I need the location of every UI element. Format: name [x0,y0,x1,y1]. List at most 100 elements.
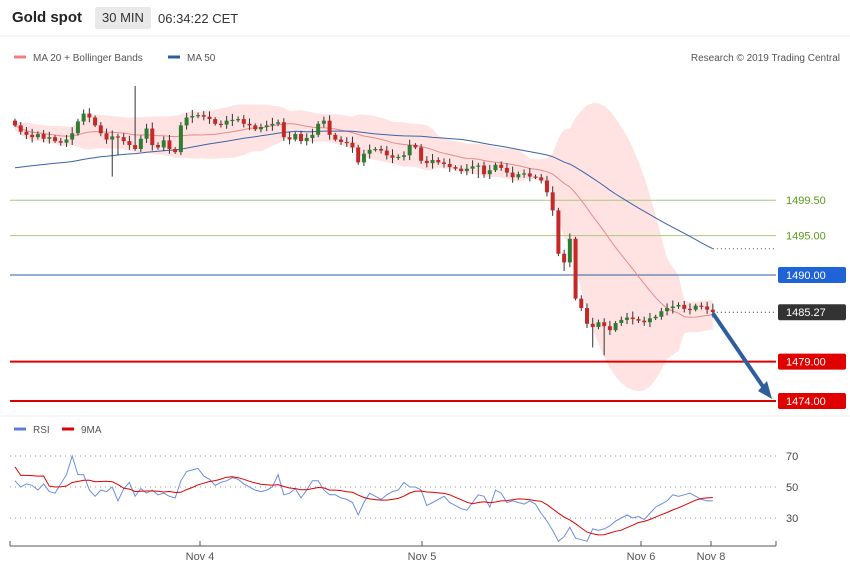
candle [401,151,406,161]
forecast-arrow [711,312,768,393]
candle [64,134,69,147]
candle [687,303,692,315]
candle [499,161,504,171]
candle [190,109,195,123]
candle [156,142,160,150]
level-label-1474.00: 1474.00 [786,396,826,408]
candle [121,133,126,145]
candle [390,149,395,164]
candle [504,163,509,177]
candle [104,128,109,144]
candle [218,120,223,128]
candle [550,186,555,216]
rsi-line [14,454,713,543]
candle [653,314,658,321]
candle [705,301,710,314]
level-tag-1490.00 [778,267,846,283]
ma50-line [14,130,714,250]
candle [276,119,281,127]
candle [642,316,647,326]
candle [253,123,258,132]
candle [75,118,80,136]
candle [636,316,641,324]
candle [676,302,681,309]
level-tag-1479.00 [778,353,846,370]
candle [556,207,561,257]
chart-header: Gold spot 30 MIN 06:34:22 CET [0,0,850,36]
candle [150,122,155,151]
candle [596,319,601,330]
candle [93,115,98,128]
candle [35,131,40,140]
candle [379,145,384,154]
candle [287,131,292,145]
rsi-tick-50: 50 [786,482,798,494]
candle [299,130,303,145]
candle [682,300,687,313]
candle [13,118,17,128]
candle [476,162,481,179]
candle [384,145,389,160]
candle [81,109,86,126]
candle [527,168,532,182]
candle [167,134,172,154]
candle [281,118,286,141]
candle [510,166,515,183]
candle [213,117,218,126]
candle [487,164,492,180]
candle [327,115,332,140]
candle [178,122,183,156]
candle [184,112,189,130]
candle [224,115,229,129]
candle [161,136,166,152]
candle [41,130,46,143]
candle [562,249,567,272]
candle [567,233,572,268]
candle [396,154,401,161]
candle [316,121,321,138]
candle [699,302,704,310]
candle [590,317,595,348]
candle [133,86,138,151]
candle [87,108,92,123]
candle [522,169,527,178]
ma20-line [14,123,713,318]
candle [544,175,549,197]
candle [482,161,487,178]
rsi-9ma-line [14,466,713,536]
rsi-legend-label: RSI [33,425,50,436]
candle [453,165,458,171]
candle [24,127,29,140]
candle [110,130,115,177]
candle [18,122,23,135]
bollinger-bands [15,103,713,392]
candle [670,300,675,314]
candle [310,128,315,144]
candle [619,316,624,327]
candle [373,147,378,152]
legend-item-label: MA 50 [187,53,216,64]
candle [516,171,521,180]
current-price-label: 1485.27 [786,307,826,319]
candle [70,127,75,145]
level-tag-1474.00 [778,393,846,409]
current-price-tag [778,304,846,321]
timeframe-button[interactable]: 30 MIN [95,7,151,29]
candle [53,135,58,143]
rsi-tick-70: 70 [786,451,798,463]
candle [333,132,338,142]
candle [264,120,269,132]
candle [693,303,698,312]
candle [407,139,412,161]
candle [321,116,326,128]
candle [602,318,607,356]
candle [493,162,498,173]
candle [115,133,120,156]
candle [424,156,429,168]
level-label-1499.50: 1499.50 [786,195,826,207]
candle [241,115,246,128]
candle [579,295,584,312]
candle [436,157,441,165]
candle [344,137,349,147]
